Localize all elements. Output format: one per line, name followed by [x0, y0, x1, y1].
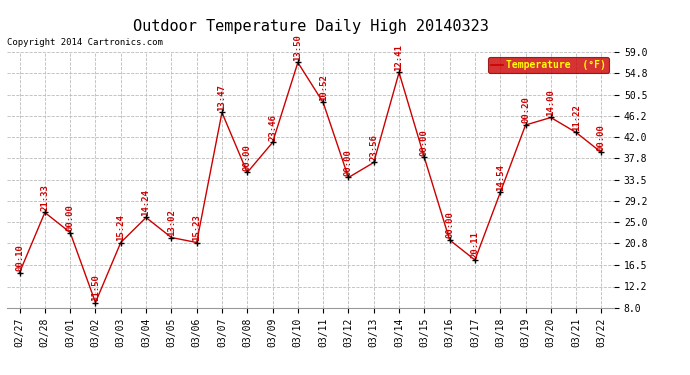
Text: 13:47: 13:47 — [217, 84, 226, 111]
Text: 11:22: 11:22 — [571, 104, 581, 131]
Text: 15:24: 15:24 — [116, 214, 126, 241]
Text: 14:00: 14:00 — [546, 89, 555, 116]
Text: 14:54: 14:54 — [495, 164, 505, 191]
Text: 00:00: 00:00 — [344, 149, 353, 176]
Text: 00:00: 00:00 — [66, 204, 75, 231]
Text: Outdoor Temperature Daily High 20140323: Outdoor Temperature Daily High 20140323 — [132, 19, 489, 34]
Text: 00:00: 00:00 — [445, 211, 454, 238]
Text: 13:02: 13:02 — [167, 209, 176, 236]
Text: 23:46: 23:46 — [268, 114, 277, 141]
Text: 13:50: 13:50 — [293, 34, 302, 61]
Text: 11:50: 11:50 — [91, 274, 100, 301]
Text: 00:20: 00:20 — [521, 97, 530, 123]
Text: 15:23: 15:23 — [192, 214, 201, 241]
Text: 10:52: 10:52 — [319, 74, 328, 101]
Text: 14:24: 14:24 — [141, 189, 150, 216]
Text: Copyright 2014 Cartronics.com: Copyright 2014 Cartronics.com — [7, 38, 163, 47]
Text: 12:41: 12:41 — [395, 44, 404, 71]
Text: 00:00: 00:00 — [420, 129, 429, 156]
Text: 00:10: 00:10 — [15, 244, 24, 271]
Text: 20:11: 20:11 — [471, 232, 480, 258]
Text: 21:33: 21:33 — [40, 184, 50, 211]
Text: 23:56: 23:56 — [369, 134, 378, 161]
Text: 00:00: 00:00 — [243, 144, 252, 171]
Legend: Temperature  (°F): Temperature (°F) — [488, 57, 609, 73]
Text: 00:00: 00:00 — [597, 124, 606, 151]
